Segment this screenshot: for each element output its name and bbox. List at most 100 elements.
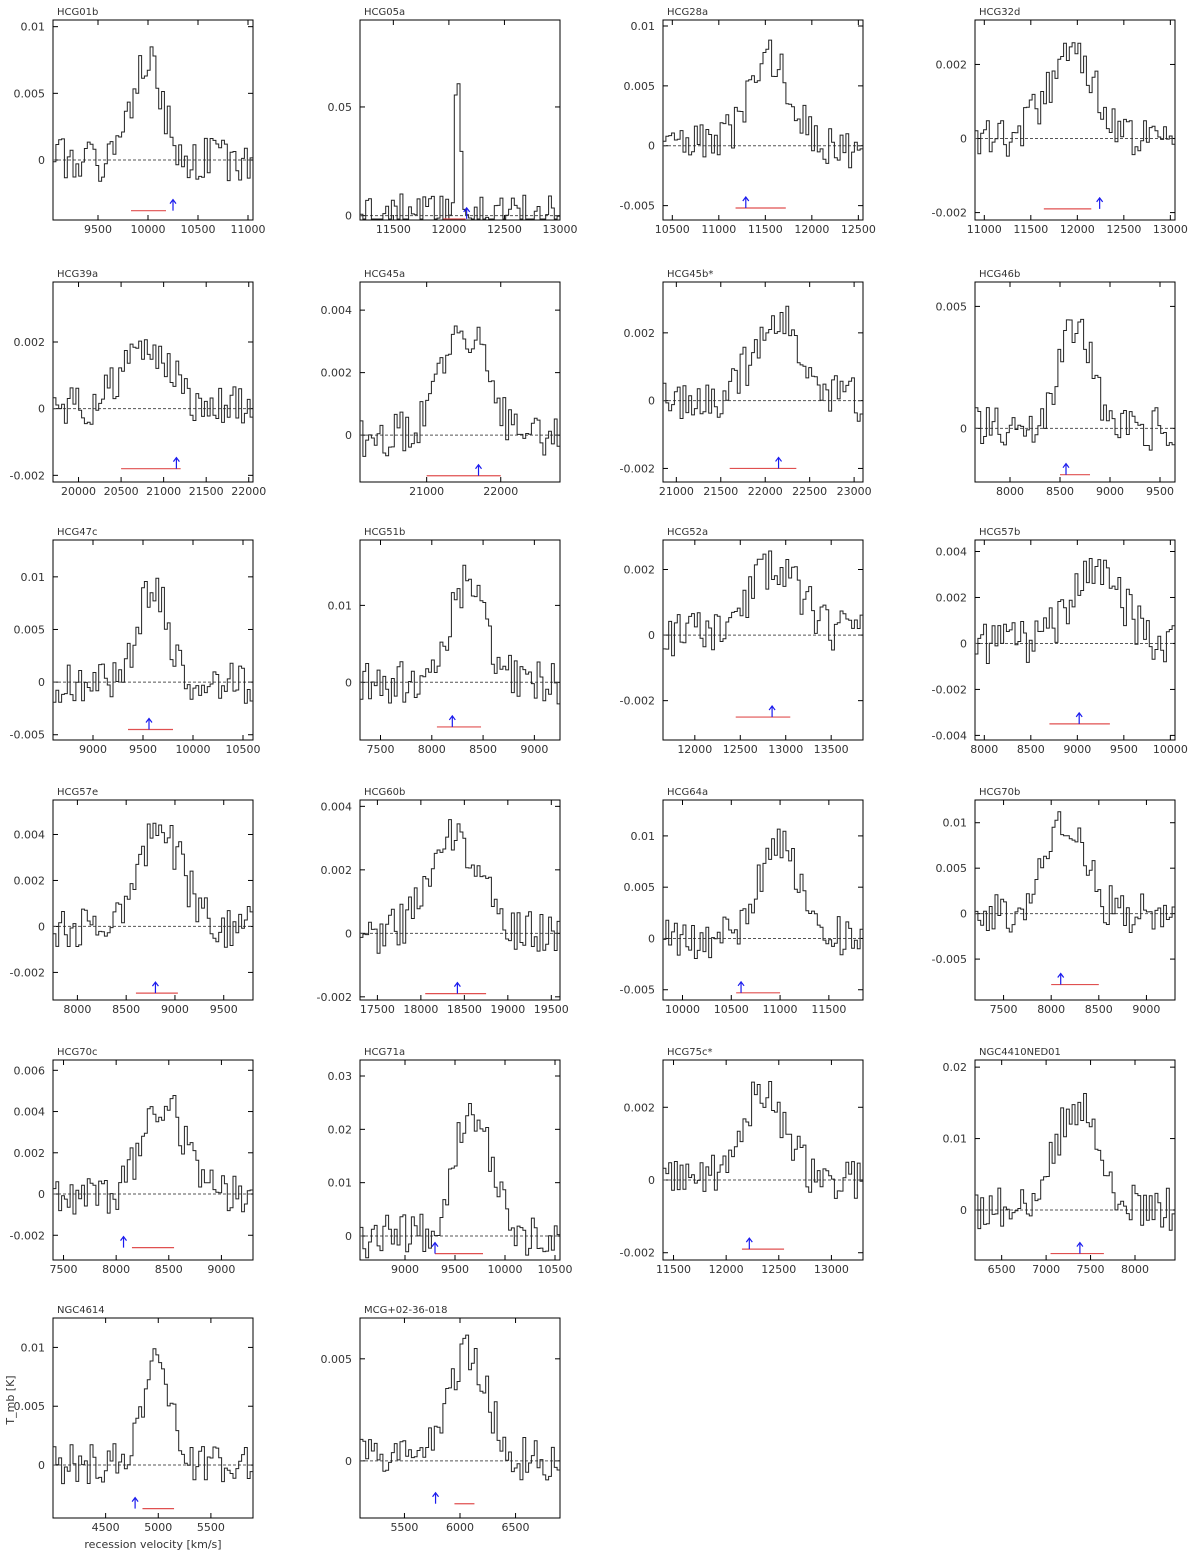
spectrum-line (975, 42, 1175, 157)
x-tick-label: 8500 (155, 1263, 183, 1276)
x-tick-label: 11500 (376, 223, 411, 236)
y-tick-label: 0.002 (624, 327, 656, 340)
x-tick-label: 19000 (490, 1003, 525, 1016)
x-tick-label: 8000 (63, 1003, 91, 1016)
x-tick-label: 22000 (483, 485, 518, 498)
x-tick-label: 8500 (1046, 485, 1074, 498)
plot-frame (52, 1317, 254, 1519)
x-tick-label: 10500 (655, 223, 690, 236)
plot-frame (52, 281, 254, 483)
x-axis-label: recession velocity [km/s] (84, 1538, 221, 1551)
plot-frame (359, 799, 561, 1001)
x-tick-label: 9000 (79, 743, 107, 756)
panel-hcg45a: HCG45a 21000 22000 0 0.002 0.004 (321, 269, 561, 498)
x-tick-label: 11000 (231, 223, 266, 236)
x-tick-label: 11500 (748, 223, 783, 236)
velocity-arrow-head (448, 714, 456, 721)
panel-title: HCG75c* (667, 1047, 712, 1058)
y-tick-label: 0 (345, 676, 352, 689)
y-tick-label: 0.006 (14, 1064, 46, 1077)
y-tick-label: 0.002 (936, 591, 968, 604)
x-tick-label: 9500 (1110, 743, 1138, 756)
x-tick-label: 9000 (1063, 743, 1091, 756)
spectrum-line (975, 1093, 1175, 1231)
x-tick-label: 6500 (502, 1521, 530, 1534)
x-tick-label: 13000 (543, 223, 578, 236)
y-tick-label: 0.004 (14, 1106, 46, 1119)
y-tick-label: 0.002 (624, 1101, 656, 1114)
y-tick-label: 0.002 (14, 874, 46, 887)
x-tick-label: 12000 (794, 223, 829, 236)
y-tick-label: 0 (648, 1174, 655, 1187)
spectrum-line (53, 46, 253, 182)
y-tick-label: 0 (960, 637, 967, 650)
x-tick-label: 6500 (988, 1263, 1016, 1276)
x-tick-label: 7500 (50, 1263, 78, 1276)
y-tick-label: -0.002 (620, 462, 655, 475)
y-tick-label: 0.01 (631, 20, 656, 33)
x-tick-label: 9000 (207, 1263, 235, 1276)
x-tick-label: 13000 (814, 1263, 849, 1276)
x-tick-label: 9500 (441, 1263, 469, 1276)
y-tick-label: 0.005 (936, 862, 968, 875)
y-tick-label: -0.002 (10, 966, 45, 979)
x-tick-label: 12000 (677, 743, 712, 756)
velocity-arrow-head (737, 980, 745, 987)
y-tick-label: 0.005 (321, 1353, 353, 1366)
y-tick-label: 0.01 (631, 830, 656, 843)
panel-hcg28a: HCG28a 10500 11000 11500 12000 12500 -0.005 0 0.… (620, 7, 876, 236)
panel-title: HCG46b (979, 269, 1020, 280)
x-tick-label: 10000 (131, 223, 166, 236)
y-tick-label: -0.005 (620, 984, 655, 997)
panel-mcg-02-36-018: MCG+02-36-018 5500 6000 6500 0 0.005 (321, 1305, 561, 1534)
x-tick-label: 21000 (659, 485, 694, 498)
velocity-arrow-head (151, 981, 159, 987)
panel-hcg05a: HCG05a 11500 12000 12500 13000 0 0.05 (328, 7, 578, 236)
y-tick-label: 0.002 (321, 864, 353, 877)
spectrum-line (663, 39, 863, 169)
panel-hcg47c: HCG47c 9000 9500 10000 10500 -0.005 0 0.005 0.01 (10, 527, 261, 756)
spectrum-line (53, 822, 253, 948)
panel-hcg52a: HCG52a 12000 12500 13000 13500 -0.002 0 0.002 (620, 527, 864, 756)
y-tick-label: 0 (648, 395, 655, 408)
x-tick-label: 9000 (161, 1003, 189, 1016)
x-tick-label: 12500 (723, 743, 758, 756)
velocity-arrow-head (1076, 1241, 1084, 1247)
x-tick-label: 9000 (391, 1263, 419, 1276)
spectrum-line (975, 318, 1175, 451)
x-tick-label: 8000 (1037, 1003, 1065, 1016)
y-tick-label: 0 (38, 154, 45, 167)
x-tick-label: 10500 (538, 1263, 573, 1276)
plot-frame (662, 19, 864, 221)
y-tick-label: 0.002 (14, 1147, 46, 1160)
y-tick-label: -0.004 (932, 729, 967, 742)
y-tick-label: 0.01 (943, 1133, 968, 1146)
x-tick-label: 10000 (176, 743, 211, 756)
spectrum-line (360, 325, 560, 457)
x-tick-label: 8500 (1017, 743, 1045, 756)
spectrum-line (360, 1334, 560, 1481)
plot-frame (974, 281, 1176, 483)
panel-title: HCG32d (979, 7, 1020, 18)
velocity-arrow-head (775, 456, 783, 462)
panel-hcg51b: HCG51b 7500 8000 8500 9000 0 0.01 (328, 527, 561, 756)
y-tick-label: 0 (345, 210, 352, 223)
x-tick-label: 4500 (92, 1521, 120, 1534)
y-tick-label: 0 (345, 429, 352, 442)
y-tick-label: -0.002 (10, 1229, 45, 1242)
y-tick-label: -0.002 (620, 695, 655, 708)
x-tick-label: 12000 (1060, 223, 1095, 236)
spectrum-line (975, 811, 1175, 933)
velocity-arrow-head (1075, 711, 1083, 718)
panel-hcg57b: HCG57b 8000 8500 9000 9500 10000 -0.004 -0.002 0… (932, 527, 1188, 756)
x-tick-label: 20500 (104, 485, 139, 498)
panel-hcg39a: HCG39a 20000 20500 21000 21500 22000 -0.002 0 0.… (10, 269, 267, 498)
y-tick-label: -0.002 (317, 991, 352, 1004)
plot-frame (52, 1059, 254, 1261)
x-tick-label: 8000 (418, 743, 446, 756)
x-tick-label: 12000 (431, 223, 466, 236)
x-tick-label: 21000 (146, 485, 181, 498)
x-tick-label: 12500 (761, 1263, 796, 1276)
spectrum-line (663, 828, 863, 959)
